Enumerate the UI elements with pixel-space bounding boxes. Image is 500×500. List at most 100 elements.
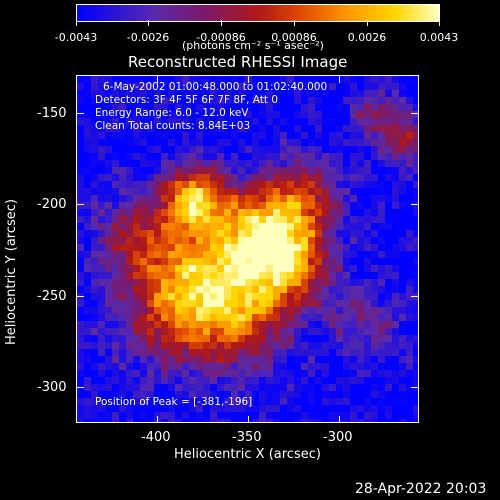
- heatmap-cell: [224, 125, 232, 133]
- heatmap-cell: [364, 279, 372, 287]
- heatmap-cell: [217, 405, 225, 413]
- heatmap-cell: [126, 76, 134, 84]
- heatmap-cell: [161, 293, 169, 301]
- heatmap-cell: [224, 349, 232, 357]
- heatmap-cell: [413, 251, 418, 259]
- heatmap-cell: [91, 188, 99, 196]
- heatmap-cell: [154, 83, 162, 91]
- heatmap-cell: [112, 111, 120, 119]
- heatmap-cell: [252, 342, 260, 350]
- heatmap-cell: [182, 349, 190, 357]
- heatmap-cell: [336, 300, 344, 308]
- heatmap-cell: [140, 258, 148, 266]
- heatmap-cell: [140, 195, 148, 203]
- heatmap-cell: [406, 342, 414, 350]
- heatmap-cell: [336, 83, 344, 91]
- heatmap-cell: [147, 321, 155, 329]
- heatmap-cell: [231, 174, 239, 182]
- heatmap-cell: [287, 97, 295, 105]
- heatmap-cell: [371, 188, 379, 196]
- heatmap-cell: [203, 335, 211, 343]
- heatmap-cell: [259, 342, 267, 350]
- heatmap-cell: [84, 118, 92, 126]
- heatmap-cell: [175, 370, 183, 378]
- heatmap-cell: [77, 174, 85, 182]
- heatmap-cell: [182, 237, 190, 245]
- heatmap-cell: [231, 76, 239, 84]
- heatmap-cell: [231, 83, 239, 91]
- heatmap-cell: [315, 279, 323, 287]
- heatmap-cell: [210, 349, 218, 357]
- heatmap-cell: [315, 237, 323, 245]
- heatmap-cell: [322, 125, 330, 133]
- heatmap-cell: [98, 188, 106, 196]
- heatmap-cell: [294, 146, 302, 154]
- heatmap-cell: [196, 153, 204, 161]
- heatmap-cell: [189, 349, 197, 357]
- heatmap-cell: [91, 412, 99, 420]
- heatmap-cell: [189, 97, 197, 105]
- heatmap-cell: [385, 377, 393, 385]
- heatmap-cell: [119, 286, 127, 294]
- heatmap-cell: [343, 118, 351, 126]
- heatmap-cell: [77, 216, 85, 224]
- heatmap-cell: [217, 104, 225, 112]
- heatmap-cell: [399, 76, 407, 84]
- heatmap-cell: [399, 90, 407, 98]
- heatmap-cell: [350, 188, 358, 196]
- heatmap-cell: [364, 90, 372, 98]
- heatmap-cell: [259, 139, 267, 147]
- heatmap-cell: [245, 314, 253, 322]
- heatmap-cell: [392, 83, 400, 91]
- heatmap-cell: [84, 349, 92, 357]
- heatmap-cell: [315, 258, 323, 266]
- heatmap-cell: [245, 377, 253, 385]
- heatmap-cell: [84, 286, 92, 294]
- heatmap-cell: [112, 223, 120, 231]
- heatmap-cell: [175, 335, 183, 343]
- heatmap-cell: [364, 314, 372, 322]
- heatmap-cell: [294, 223, 302, 231]
- heatmap-cell: [154, 328, 162, 336]
- heatmap-cell: [168, 363, 176, 371]
- heatmap-cell: [161, 223, 169, 231]
- heatmap-cell: [217, 307, 225, 315]
- heatmap-cell: [210, 286, 218, 294]
- heatmap-cell: [231, 405, 239, 413]
- heatmap-cell: [350, 132, 358, 140]
- heatmap-cell: [329, 405, 337, 413]
- heatmap-cell: [308, 181, 316, 189]
- chart-title: Reconstructed RHESSI Image: [128, 53, 348, 71]
- heatmap-cell: [336, 391, 344, 399]
- heatmap-cell: [273, 419, 281, 422]
- heatmap-cell: [98, 125, 106, 133]
- heatmap-cell: [294, 83, 302, 91]
- heatmap-cell: [322, 209, 330, 217]
- heatmap-cell: [77, 125, 85, 133]
- heatmap-cell: [112, 272, 120, 280]
- heatmap-cell: [217, 279, 225, 287]
- heatmap-cell: [308, 83, 316, 91]
- heatmap-cell: [273, 251, 281, 259]
- heatmap-cell: [77, 405, 85, 413]
- heatmap-cell: [140, 419, 148, 422]
- heatmap-cell: [133, 314, 141, 322]
- heatmap-cell: [91, 167, 99, 175]
- heatmap-cell: [392, 174, 400, 182]
- heatmap-cell: [140, 286, 148, 294]
- heatmap-cell: [203, 76, 211, 84]
- heatmap-cell: [392, 90, 400, 98]
- heatmap-cell: [371, 195, 379, 203]
- heatmap-cell: [371, 202, 379, 210]
- heatmap-cell: [252, 118, 260, 126]
- heatmap-cell: [182, 384, 190, 392]
- heatmap-cell: [77, 139, 85, 147]
- heatmap-cell: [182, 125, 190, 133]
- heatmap-cell: [266, 272, 274, 280]
- heatmap-cell: [336, 223, 344, 231]
- heatmap-cell: [294, 377, 302, 385]
- heatmap-cell: [343, 132, 351, 140]
- heatmap-cell: [154, 160, 162, 168]
- heatmap-cell: [343, 104, 351, 112]
- heatmap-cell: [91, 370, 99, 378]
